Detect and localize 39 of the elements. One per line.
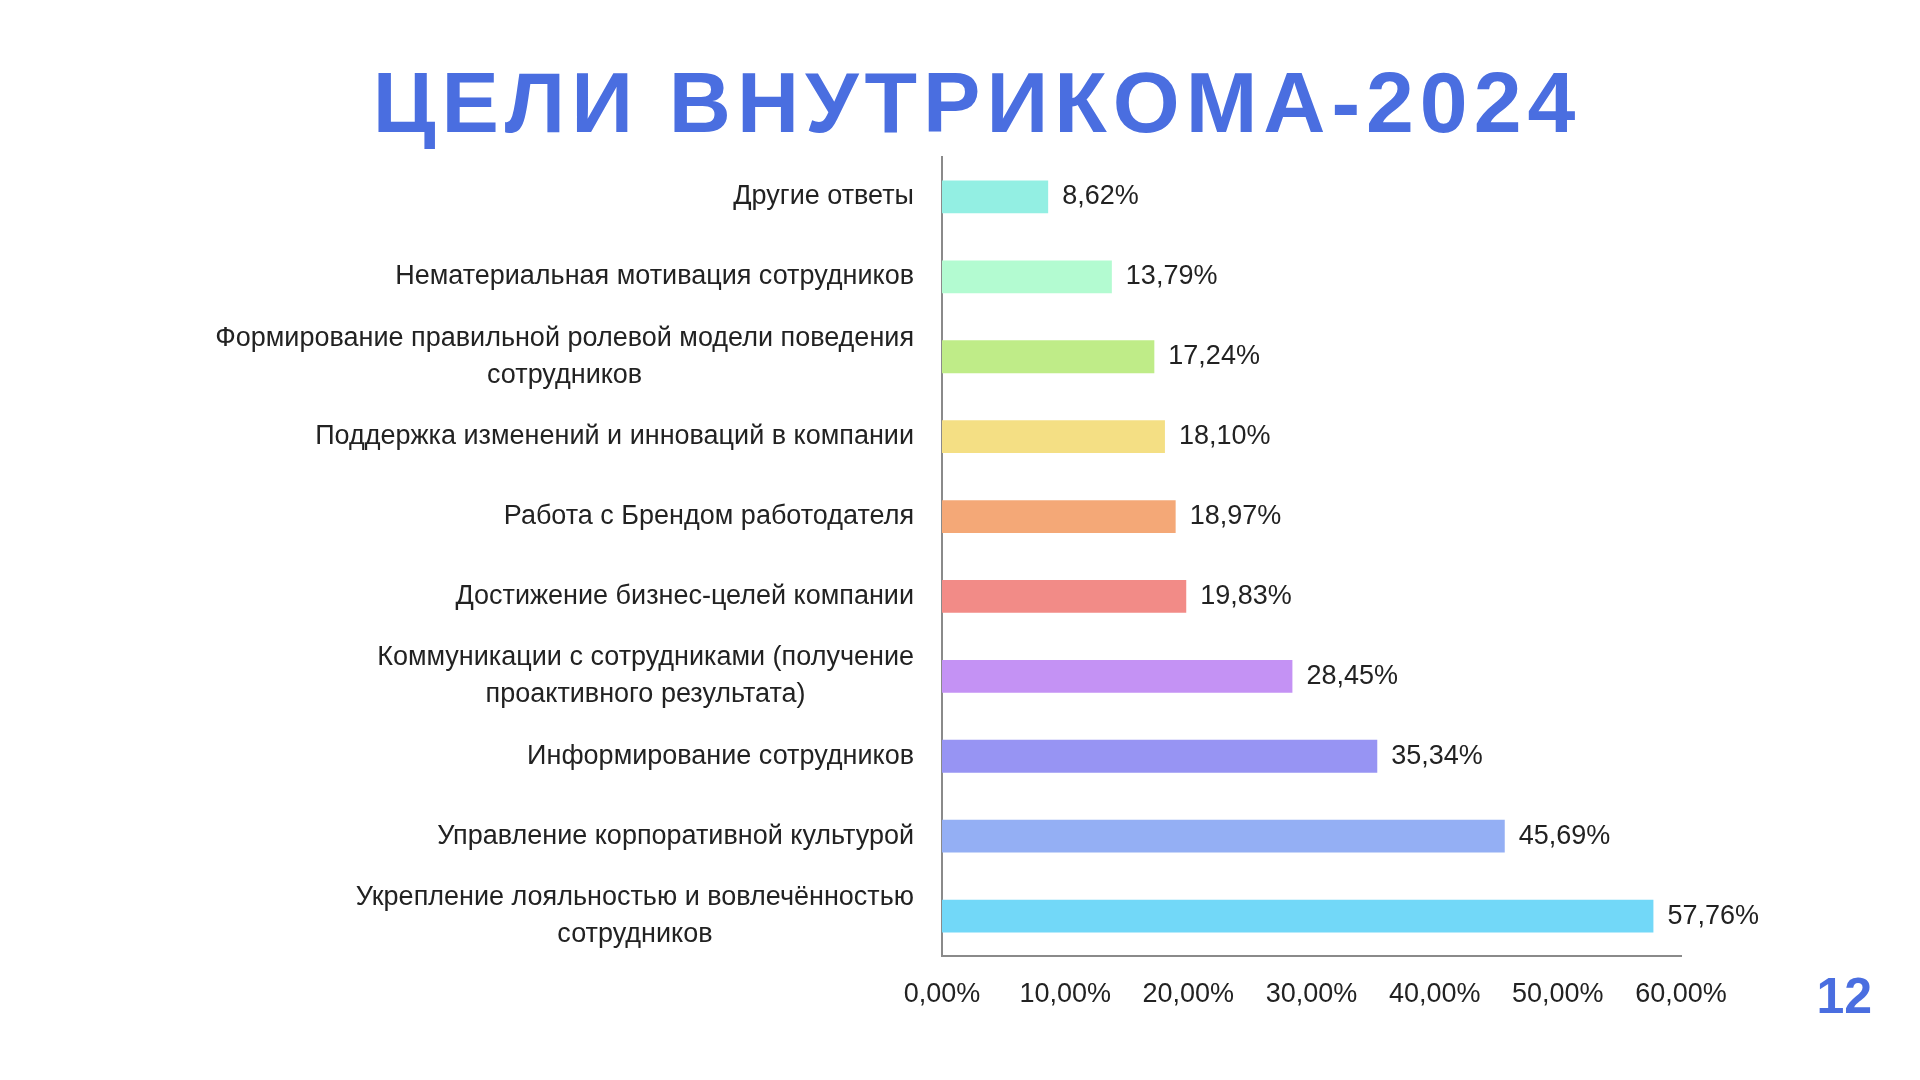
- data-label: 17,24%: [1168, 340, 1260, 371]
- y-tick-label: Работа с Брендом работодателя: [503, 500, 914, 530]
- data-label: 18,10%: [1178, 420, 1271, 451]
- bar: [942, 420, 1165, 454]
- data-label: 35,34%: [1391, 739, 1483, 770]
- bar: [942, 739, 1378, 773]
- y-tick-label: Информирование сотрудников: [527, 739, 915, 770]
- y-tick-label: Укрепление лояльностью и вовлечённостью сотрудников: [355, 880, 914, 949]
- x-tick-label: 10,00%: [1019, 977, 1111, 1008]
- bar: [942, 580, 1187, 613]
- y-tick-label: Коммуникации с сотрудниками (получение проактивного результата): [377, 641, 914, 709]
- chart-title: ЦЕЛИ ВНУТРИКОМА-2024: [371, 54, 1583, 150]
- bar: [942, 659, 1293, 693]
- data-label: 18,97%: [1189, 500, 1282, 530]
- bar: [942, 180, 1049, 214]
- data-label: 45,69%: [1518, 819, 1611, 850]
- x-tick-label: 40,00%: [1388, 977, 1481, 1008]
- data-label: 28,45%: [1306, 659, 1398, 690]
- bar: [942, 500, 1176, 533]
- data-label: 19,83%: [1200, 579, 1292, 610]
- y-tick-label: Управление корпоративной культурой: [437, 819, 914, 850]
- y-tick-label: Достижение бизнес-целей компании: [455, 579, 914, 610]
- x-tick-label: 20,00%: [1142, 977, 1235, 1008]
- x-tick-label: 0,00%: [903, 977, 981, 1008]
- data-label: 57,76%: [1667, 899, 1759, 930]
- x-tick-label: 60,00%: [1635, 977, 1727, 1008]
- text: 12: [1816, 968, 1872, 1024]
- y-tick-label: Формирование правильной ролевой модели поведения сотрудников: [215, 321, 914, 389]
- y-tick-label: Другие ответы: [733, 180, 914, 211]
- bar: [942, 340, 1155, 374]
- data-label: 8,62%: [1062, 180, 1139, 211]
- bar: [942, 819, 1505, 853]
- bar: [942, 260, 1112, 294]
- bar: [942, 899, 1654, 933]
- x-tick-label: 30,00%: [1265, 977, 1358, 1008]
- y-tick-label: Нематериальная мотивация сотрудников: [395, 260, 914, 291]
- data-label: 13,79%: [1125, 260, 1218, 291]
- y-tick-label: Поддержка изменений и инноваций в компании: [315, 420, 914, 451]
- x-tick-label: 50,00%: [1512, 977, 1604, 1008]
